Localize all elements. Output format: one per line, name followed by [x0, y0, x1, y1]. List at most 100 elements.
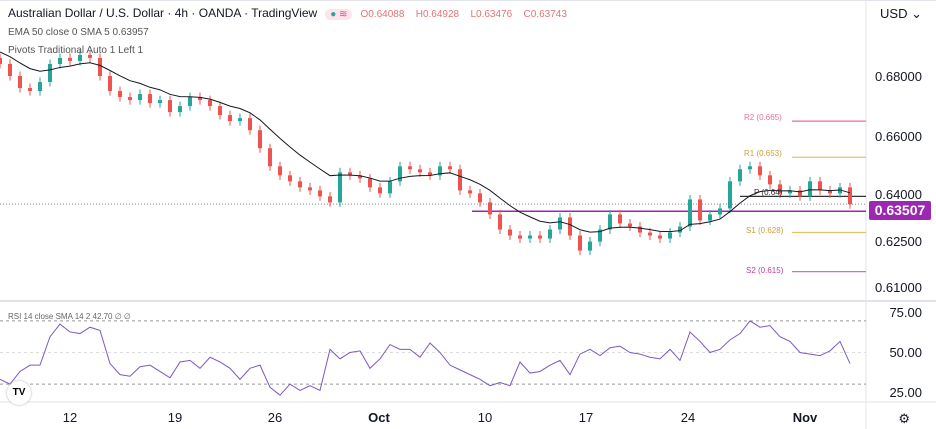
time-tick: Oct [368, 410, 390, 425]
candle [418, 169, 422, 173]
candle [348, 172, 352, 176]
rsi-legend[interactable]: RSI 14 close SMA 14 2 42.70 ∅ ∅ [8, 312, 131, 321]
ohlc-low: L0.63476 [470, 9, 513, 20]
candle [158, 100, 162, 104]
candle [468, 190, 472, 194]
ohlc-high: H0.64928 [415, 9, 460, 20]
pivots-legend[interactable]: Pivots Traditional Auto 1 Left 1 [8, 45, 144, 56]
candle [308, 187, 312, 191]
candle [568, 217, 572, 236]
ema-line [0, 51, 851, 233]
candle [98, 57, 102, 76]
candle [408, 166, 412, 170]
rsi-tick: 75.00 [889, 305, 922, 320]
candle [498, 214, 502, 230]
time-tick: 19 [167, 410, 183, 425]
candle [488, 202, 492, 215]
candle [178, 106, 182, 113]
candle [658, 235, 662, 239]
candle [398, 166, 402, 182]
candle [198, 97, 202, 101]
candle [538, 235, 542, 239]
candle [738, 169, 742, 182]
candle [698, 199, 702, 221]
currency-selector[interactable]: USD ⌄ [880, 6, 922, 21]
candle [188, 97, 192, 107]
candle [288, 175, 292, 182]
pivot-p-label: P (0.64) [754, 188, 783, 197]
candle [578, 235, 582, 251]
candle [318, 190, 322, 197]
candle [508, 229, 512, 236]
candle [728, 181, 732, 209]
status-dot-icon: ● [330, 9, 337, 20]
tradingview-logo-icon[interactable]: TV [7, 381, 31, 405]
candle [688, 199, 692, 227]
candle [548, 229, 552, 239]
pivot-r1-label: R1 (0.653) [744, 149, 782, 158]
pivot-s2-label: S2 (0.615) [746, 266, 784, 275]
candle [208, 100, 212, 107]
candle [778, 184, 782, 194]
candle [388, 181, 392, 194]
candle [228, 115, 232, 122]
time-tick: 24 [680, 410, 696, 425]
candle [708, 214, 712, 221]
time-tick: 12 [62, 410, 78, 425]
candle [768, 175, 772, 185]
candle [128, 97, 132, 101]
chart-title: Australian Dollar / U.S. Dollar · 4h · O… [8, 6, 567, 20]
candle [28, 88, 32, 92]
candle [618, 214, 622, 224]
candle [808, 181, 812, 197]
candle [18, 76, 22, 89]
candle [338, 172, 342, 203]
pivot-r2-label: R2 (0.665) [744, 113, 782, 122]
candle [588, 241, 592, 251]
candle [428, 172, 432, 176]
candle [598, 229, 602, 242]
candle [478, 193, 482, 203]
candle [628, 223, 632, 227]
candle [218, 106, 222, 116]
candle [448, 166, 452, 170]
market-status-badge[interactable]: ● ≋ [325, 9, 353, 20]
ohlc-close: C0.63743 [523, 9, 567, 20]
candle [38, 82, 42, 92]
symbol-title[interactable]: Australian Dollar / U.S. Dollar · 4h · O… [8, 6, 318, 20]
candle [248, 118, 252, 131]
candle [758, 166, 762, 176]
time-tick: Nov [792, 410, 818, 425]
candle [528, 235, 532, 239]
candle [668, 232, 672, 239]
price-tick: 0.62500 [875, 234, 922, 249]
ema-legend[interactable]: EMA 50 close 0 SMA 5 0.63957 [8, 27, 149, 38]
time-tick: 17 [578, 410, 594, 425]
candle [648, 232, 652, 236]
candle [138, 94, 142, 101]
time-tick: 26 [267, 410, 283, 425]
candle [268, 148, 272, 167]
candle [608, 214, 612, 230]
candle [118, 91, 122, 98]
settings-gear-icon[interactable]: ⚙ [898, 411, 910, 426]
candle [148, 94, 152, 104]
candle [298, 181, 302, 188]
candle [378, 187, 382, 194]
candle [848, 187, 852, 205]
candle [78, 54, 82, 61]
rsi-tick: 25.00 [889, 385, 922, 400]
candle [58, 57, 62, 64]
candle [678, 226, 682, 233]
candle [0, 57, 2, 64]
price-tick: 0.68000 [875, 69, 922, 84]
candle [278, 166, 282, 176]
candle [258, 130, 262, 149]
candle [168, 100, 172, 113]
rsi-line [0, 320, 851, 396]
candle [238, 118, 242, 122]
candle [358, 175, 362, 179]
rsi-tick: 50.00 [889, 345, 922, 360]
